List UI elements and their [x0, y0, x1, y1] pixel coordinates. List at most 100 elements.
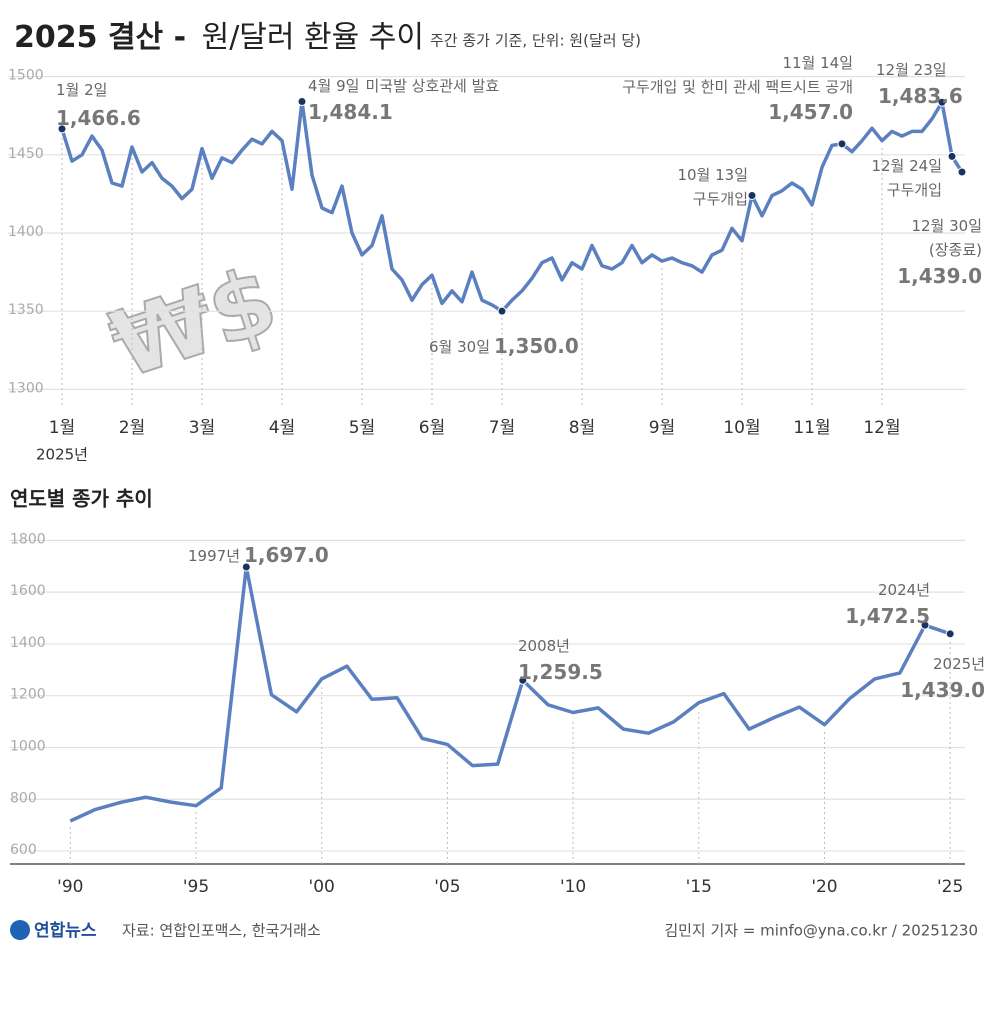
y-tick-label: 1600	[10, 583, 46, 599]
annotation-value: 1,439.0	[900, 678, 985, 702]
x-tick-label: 5월	[349, 418, 375, 438]
annotation-date: 12월 30일	[911, 217, 982, 235]
annotation-date: 1997년	[188, 547, 240, 565]
point-marker	[920, 620, 930, 630]
annotation-date: 12월 23일	[876, 61, 947, 79]
source: 자료: 연합인포맥스, 한국거래소	[122, 922, 321, 940]
x-tick-label: 2월	[119, 418, 145, 438]
annotation: 2025년	[933, 655, 985, 673]
x-tick-label: 10월	[723, 418, 760, 438]
annotation-date: 4월 9일	[308, 77, 359, 95]
x-tick-label: 4월	[269, 418, 295, 438]
y-tick-label: 1800	[10, 531, 46, 547]
annotation: 2008년	[518, 637, 570, 655]
annotation-date: 1월 2일	[56, 81, 107, 99]
x-tick-label: '25	[937, 877, 963, 897]
annotation: 1,697.0	[244, 543, 329, 567]
x-tick-label: '10	[560, 877, 586, 897]
x-tick-label: 3월	[189, 418, 215, 438]
y-tick-label: 1300	[8, 380, 44, 396]
annotation-date: 2024년	[878, 581, 930, 599]
annotation: 구두개입 및 한미 관세 팩트시트 공개	[622, 78, 853, 96]
annotation-value: 1,483.6	[878, 84, 963, 108]
line-series	[69, 565, 951, 823]
currency-icon: ₩$	[99, 246, 289, 399]
point-marker	[937, 97, 947, 107]
annotation-date: 2008년	[518, 637, 570, 655]
annotation: 1,259.5	[518, 660, 603, 684]
annotation-value: 1,457.0	[768, 100, 853, 124]
annotation-date: 12월 24일	[871, 157, 942, 175]
logo-text: 연합뉴스	[34, 920, 97, 941]
annotation: 6월 30일	[429, 338, 490, 356]
point-marker	[241, 562, 251, 572]
y-tick-label: 1350	[8, 302, 44, 318]
annotation-date: 10월 13일	[677, 166, 748, 184]
x-tick-label: '20	[811, 877, 837, 897]
annotation-event: (장종료)	[929, 241, 982, 259]
x-tick-label: 9월	[649, 418, 675, 438]
annotation: 1,466.6	[56, 106, 141, 130]
annotation: 1,472.5	[845, 604, 930, 628]
x-tick-label: 12월	[863, 418, 900, 438]
x-tick-label: 8월	[569, 418, 595, 438]
annotation: 1,439.0	[897, 264, 982, 288]
logo-icon	[10, 920, 30, 940]
chart2-title: 연도별 종가 추이	[10, 487, 153, 511]
annotation: 10월 13일	[677, 166, 748, 184]
annotation: 2024년	[878, 581, 930, 599]
y-tick-label: 600	[10, 842, 37, 858]
annotation-value: 1,259.5	[518, 660, 603, 684]
line-series	[60, 99, 964, 313]
y-tick-label: 800	[10, 790, 37, 806]
annotation: 4월 9일 미국발 상호관세 발효	[308, 77, 499, 95]
y-tick-label: 1500	[8, 68, 44, 84]
title: 2025 결산 - 원/달러 환율 추이	[14, 20, 424, 55]
title-light: 원/달러 환율 추이	[202, 20, 424, 55]
annotation: 12월 30일	[911, 217, 982, 235]
annotation: 1,457.0	[768, 100, 853, 124]
annotation-event: 구두개입	[887, 181, 942, 199]
x-tick-label: 7월	[489, 418, 515, 438]
x-tick-label: '05	[434, 877, 460, 897]
annotation-event: 구두개입	[693, 190, 748, 208]
annotation-value: 1,472.5	[845, 604, 930, 628]
annotation: 12월 24일	[871, 157, 942, 175]
annotation-event: 구두개입 및 한미 관세 팩트시트 공개	[622, 78, 853, 96]
y-tick-label: 1200	[10, 687, 46, 703]
x-tick-label: 11월	[793, 418, 830, 438]
credit: 김민지 기자 = minfo@yna.co.kr / 20251230	[664, 922, 978, 940]
annotation: 12월 23일	[876, 61, 947, 79]
annotation: 1,439.0	[900, 678, 985, 702]
point-marker	[947, 151, 957, 161]
point-marker	[747, 190, 757, 200]
x-note: 2025년	[36, 446, 88, 464]
annotation-date: 11월 14일	[782, 54, 853, 72]
annotation-event: 미국발 상호관세 발효	[365, 77, 499, 95]
point-marker	[957, 167, 967, 177]
point-marker	[497, 306, 507, 316]
annotation-date: 2025년	[933, 655, 985, 673]
annotation-value: 1,697.0	[244, 543, 329, 567]
point-marker	[297, 96, 307, 106]
title-bold: 2025 결산 -	[14, 20, 186, 55]
y-tick-label: 1400	[8, 224, 44, 240]
x-tick-label: '00	[309, 877, 335, 897]
x-tick-label: '90	[57, 877, 83, 897]
x-tick-label: 6월	[419, 418, 445, 438]
y-tick-label: 1000	[10, 738, 46, 754]
annotation-value: 1,439.0	[897, 264, 982, 288]
subtitle: 주간 종가 기준, 단위: 원(달러 당)	[430, 32, 641, 50]
x-tick-label: '15	[686, 877, 712, 897]
y-tick-label: 1400	[10, 635, 46, 651]
annotation-value: 1,466.6	[56, 106, 141, 130]
annotation: 1월 2일	[56, 81, 107, 99]
annotation: 1,483.6	[878, 84, 963, 108]
point-marker	[57, 124, 67, 134]
annotation-date: 6월 30일	[429, 338, 490, 356]
annotation-value: 1,484.1	[308, 100, 393, 124]
point-marker	[518, 675, 528, 685]
x-tick-label: 1월	[49, 418, 75, 438]
annotation: 11월 14일	[782, 54, 853, 72]
annotation: 구두개입	[693, 190, 748, 208]
